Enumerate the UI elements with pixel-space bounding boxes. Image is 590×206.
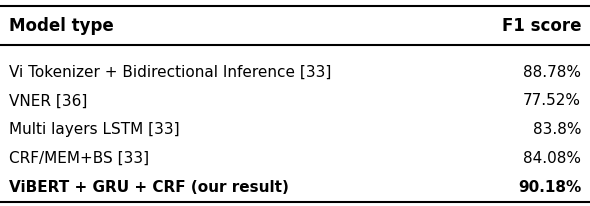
- Text: 88.78%: 88.78%: [523, 65, 581, 80]
- Text: VNER [36]: VNER [36]: [9, 94, 87, 108]
- Text: 84.08%: 84.08%: [523, 151, 581, 166]
- Text: Multi layers LSTM [33]: Multi layers LSTM [33]: [9, 122, 179, 137]
- Text: F1 score: F1 score: [502, 17, 581, 35]
- Text: 77.52%: 77.52%: [523, 94, 581, 108]
- Text: CRF/MEM+BS [33]: CRF/MEM+BS [33]: [9, 151, 149, 166]
- Text: 90.18%: 90.18%: [518, 180, 581, 195]
- Text: Vi Tokenizer + Bidirectional Inference [33]: Vi Tokenizer + Bidirectional Inference […: [9, 65, 331, 80]
- Text: 83.8%: 83.8%: [533, 122, 581, 137]
- Text: ViBERT + GRU + CRF (our result): ViBERT + GRU + CRF (our result): [9, 180, 289, 195]
- Text: Model type: Model type: [9, 17, 114, 35]
